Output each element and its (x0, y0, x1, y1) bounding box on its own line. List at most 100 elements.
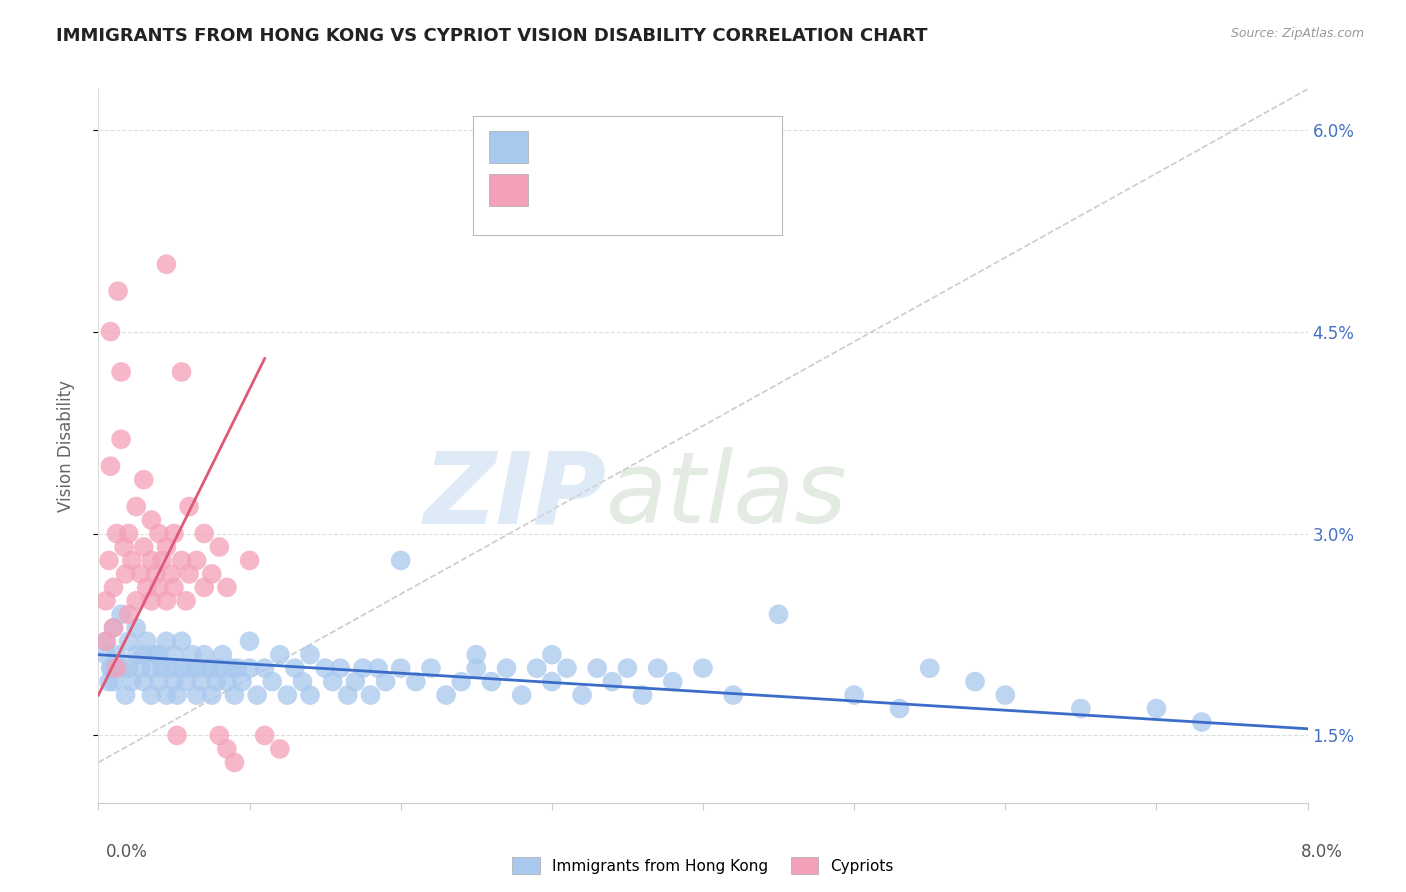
Point (94, 634, 117, 648)
Point (889, 701, 911, 715)
Point (201, 566, 224, 581)
Point (155, 594, 177, 608)
Point (125, 594, 148, 608)
Point (105, 648, 128, 662)
Text: 54: 54 (695, 178, 716, 193)
Point (994, 688, 1017, 702)
Point (329, 661, 352, 675)
Point (110, 432, 132, 446)
Point (540, 648, 562, 662)
Point (145, 566, 167, 581)
Point (495, 661, 517, 675)
Point (262, 674, 284, 689)
Point (101, 661, 124, 675)
Point (571, 688, 593, 702)
Point (299, 648, 322, 662)
Point (647, 661, 669, 675)
Point (141, 688, 163, 702)
Point (141, 553, 163, 567)
Point (155, 257, 177, 271)
Point (121, 553, 143, 567)
Point (389, 661, 412, 675)
Point (374, 674, 396, 689)
Point (163, 526, 186, 541)
Point (510, 688, 533, 702)
Point (155, 688, 177, 702)
Text: 0.371: 0.371 (582, 178, 630, 193)
Point (186, 553, 208, 567)
Point (181, 648, 204, 662)
Point (465, 661, 488, 675)
Point (132, 540, 155, 554)
Point (118, 607, 141, 622)
Point (224, 688, 246, 702)
Point (174, 594, 197, 608)
Text: 0.0%: 0.0% (105, 843, 148, 861)
Text: IMMIGRANTS FROM HONG KONG VS CYPRIOT VISION DISABILITY CORRELATION CHART: IMMIGRANTS FROM HONG KONG VS CYPRIOT VIS… (56, 27, 928, 45)
Text: -0.128: -0.128 (582, 134, 637, 149)
Point (94, 634, 117, 648)
Point (186, 661, 208, 675)
Point (1191, 714, 1213, 729)
Point (215, 742, 238, 756)
Point (367, 661, 389, 675)
Point (291, 674, 314, 689)
Point (215, 674, 238, 689)
Point (231, 674, 253, 689)
Point (1146, 701, 1168, 715)
Point (239, 553, 262, 567)
Point (586, 661, 609, 675)
Point (253, 661, 276, 675)
Point (723, 688, 745, 702)
Point (465, 648, 488, 662)
Point (450, 674, 472, 689)
Point (336, 688, 359, 702)
Point (129, 566, 152, 581)
Point (163, 580, 186, 594)
FancyBboxPatch shape (489, 131, 527, 162)
Point (193, 526, 215, 541)
Point (100, 459, 122, 474)
Point (918, 661, 941, 675)
Point (100, 325, 122, 339)
Point (405, 674, 427, 689)
Point (118, 661, 141, 675)
Point (132, 674, 155, 689)
Point (246, 688, 269, 702)
Point (170, 661, 193, 675)
Text: 103: 103 (695, 134, 727, 149)
Point (160, 566, 183, 581)
Point (110, 365, 132, 379)
Point (105, 661, 128, 675)
Point (208, 729, 231, 743)
Point (201, 688, 224, 702)
Text: 8.0%: 8.0% (1301, 843, 1343, 861)
Point (135, 634, 157, 648)
Point (208, 661, 231, 675)
Point (105, 526, 128, 541)
Point (112, 540, 135, 554)
Legend: Immigrants from Hong Kong, Cypriots: Immigrants from Hong Kong, Cypriots (506, 851, 900, 880)
Text: Source: ZipAtlas.com: Source: ZipAtlas.com (1230, 27, 1364, 40)
Point (322, 674, 344, 689)
Point (555, 661, 578, 675)
Point (132, 473, 155, 487)
Point (129, 661, 152, 675)
Point (844, 688, 866, 702)
Point (166, 729, 188, 743)
Point (195, 661, 218, 675)
Text: ZIP: ZIP (423, 448, 606, 544)
Point (163, 674, 186, 689)
Point (121, 674, 143, 689)
Point (269, 742, 291, 756)
Point (103, 621, 125, 635)
Point (145, 648, 167, 662)
Point (965, 674, 987, 689)
Point (179, 566, 201, 581)
Point (125, 648, 148, 662)
Point (253, 729, 276, 743)
Point (110, 607, 132, 622)
Point (314, 661, 336, 675)
Text: R =: R = (537, 134, 571, 149)
Point (94, 594, 117, 608)
